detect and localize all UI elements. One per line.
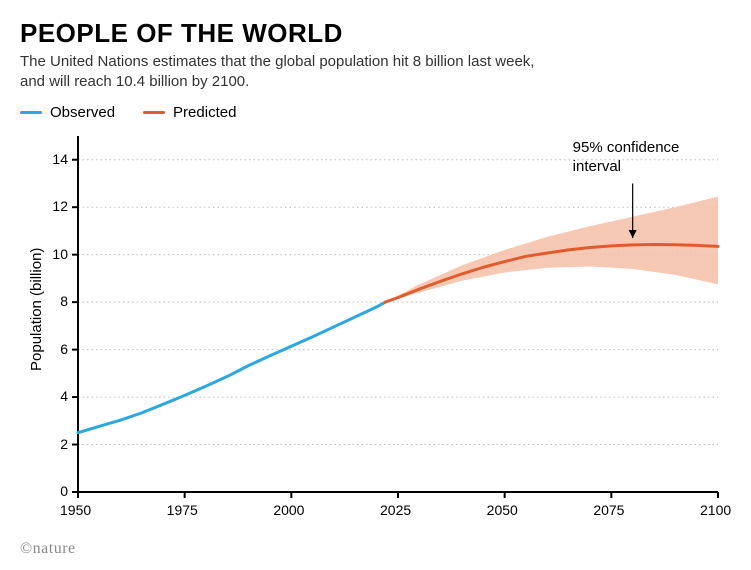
credit: ©nature (20, 540, 76, 558)
y-tick-label: 8 (60, 293, 68, 309)
x-tick-label: 2075 (593, 502, 624, 518)
y-axis-title: Population (billion) (28, 248, 45, 371)
x-tick-label: 1975 (167, 502, 198, 518)
x-tick-label: 2000 (273, 502, 304, 518)
y-tick-label: 6 (60, 341, 68, 357)
x-tick-label: 2050 (487, 502, 518, 518)
x-tick-label: 2025 (380, 502, 411, 518)
y-tick-label: 12 (52, 198, 68, 214)
annotation-label: 95% confidence interval (573, 139, 680, 177)
y-tick-label: 14 (52, 151, 68, 167)
y-tick-label: 4 (60, 388, 68, 404)
y-tick-label: 2 (60, 436, 68, 452)
series-observed (78, 302, 385, 433)
x-tick-label: 1950 (60, 502, 91, 518)
confidence-band (385, 197, 718, 303)
y-tick-label: 0 (60, 483, 68, 499)
plot-svg (0, 0, 751, 570)
y-tick-label: 10 (52, 246, 68, 262)
x-tick-label: 2100 (700, 502, 731, 518)
